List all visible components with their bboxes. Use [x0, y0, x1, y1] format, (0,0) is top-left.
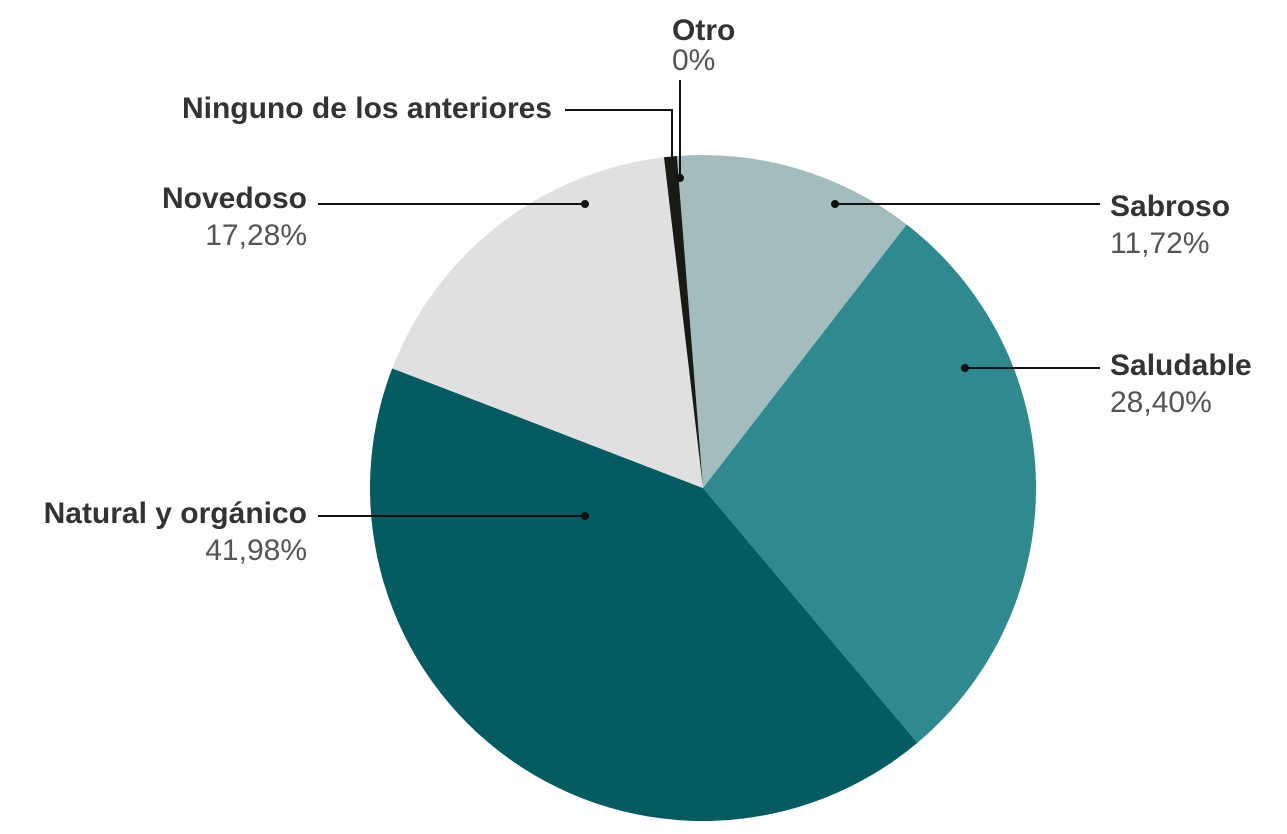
pie-slice	[703, 224, 1036, 743]
value-label: 17,28%	[205, 219, 307, 252]
leader-dot	[831, 200, 839, 208]
pie-slice	[676, 155, 907, 489]
category-label: Ninguno de los anteriores	[182, 92, 552, 125]
leader-dot	[676, 174, 684, 182]
category-label: Sabroso	[1110, 190, 1230, 223]
leader-dot	[961, 364, 969, 372]
category-label: Otro	[672, 14, 735, 47]
leader-line	[565, 109, 673, 160]
leader-dot	[581, 200, 589, 208]
category-label: Saludable	[1110, 349, 1252, 382]
value-label: 0%	[672, 44, 715, 77]
value-label: 41,98%	[205, 534, 307, 567]
category-label: Novedoso	[162, 182, 307, 215]
leader-dot	[581, 512, 589, 520]
category-label: Natural y orgánico	[44, 497, 307, 530]
value-label: 28,40%	[1110, 386, 1212, 419]
value-label: 11,72%	[1110, 227, 1210, 260]
pie-slice	[370, 368, 918, 821]
pie-slice	[663, 156, 703, 488]
pie-slice	[392, 157, 703, 488]
